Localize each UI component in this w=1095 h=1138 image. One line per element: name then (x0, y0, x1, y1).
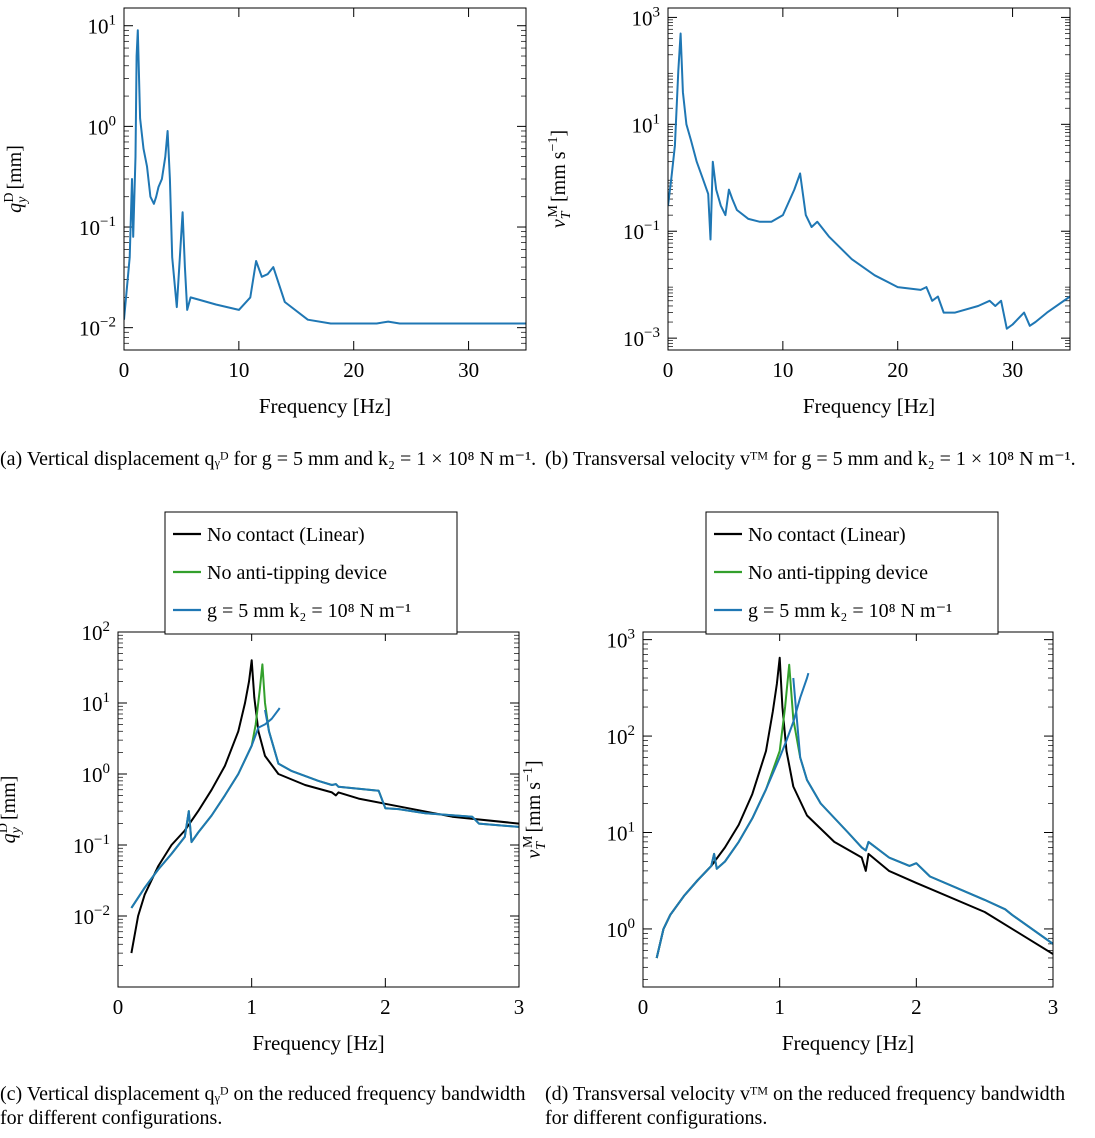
series-line-0 (124, 29, 526, 325)
y-tick-label: 10−2 (73, 903, 110, 929)
x-tick-label: 10 (772, 358, 793, 382)
series-line-1 (130, 663, 519, 909)
series-line-0 (655, 656, 1053, 959)
caption-d-text: (d) Transversal velocity vᵀᴹ on the redu… (545, 1083, 1066, 1129)
y-tick-label: 100 (82, 761, 111, 787)
y-tick-label: 101 (632, 111, 661, 137)
x-tick-label: 2 (911, 995, 922, 1019)
x-tick-label: 10 (228, 358, 249, 382)
x-tick-label: 1 (246, 995, 257, 1019)
chart-b: 10−3 10−1 101 103 0 10 20 30 Frequency [Hz] vTM[m… (546, 4, 1071, 418)
caption-b-text: (b) Transversal velocity vᵀᴹ for g = 5 m… (545, 448, 1076, 470)
x-axis-label: Frequency [Hz] (803, 394, 935, 418)
y-tick-label: 101 (88, 13, 117, 39)
x-tick-label: 0 (663, 358, 674, 382)
chart-d: 100 101 102 103 0 1 2 3 Frequency [Hz] vTM[mm s−1… (521, 627, 1058, 1055)
plot-frame (117, 631, 520, 988)
series-line-0 (668, 32, 1070, 330)
legend-d: No contact (Linear) No anti-tipping devic… (705, 511, 999, 635)
y-tick-label: 100 (607, 916, 636, 942)
series-line-2 (655, 672, 810, 959)
legend-label: No contact (Linear) (207, 524, 365, 546)
y-axis-label: qyD[mm] (2, 145, 30, 213)
caption-d: (d) Transversal velocity vᵀᴹ on the redu… (545, 1082, 1093, 1130)
y-tick-label: 10−1 (73, 832, 110, 858)
y-tick-label: 100 (88, 113, 117, 139)
y-tick-label: 10−2 (79, 315, 116, 341)
y-tick-label: 10−1 (79, 214, 116, 240)
x-tick-label: 0 (638, 995, 649, 1019)
x-axis-label: Frequency [Hz] (252, 1031, 384, 1055)
series-line-3 (792, 677, 1053, 945)
x-tick-label: 30 (1002, 358, 1023, 382)
caption-a-text: (a) Vertical displacement qᵧᴰ for g = 5 … (0, 448, 537, 470)
caption-c: (c) Vertical displacement qᵧᴰ on the red… (0, 1082, 540, 1130)
legend-label: g = 5 mm k₂ = 10⁸ N m⁻¹ (748, 600, 952, 622)
x-tick-label: 30 (458, 358, 479, 382)
y-tick-label: 10−3 (623, 325, 660, 351)
x-tick-label: 20 (887, 358, 908, 382)
x-tick-label: 0 (119, 358, 130, 382)
y-tick-label: 101 (82, 690, 111, 716)
caption-a: (a) Vertical displacement qᵧᴰ for g = 5 … (0, 447, 540, 471)
x-tick-label: 3 (514, 995, 525, 1019)
plot-frame (667, 7, 1071, 351)
legend-box (705, 511, 999, 635)
y-tick-label: 102 (607, 723, 636, 749)
legend-c: No contact (Linear) No anti-tipping devic… (164, 511, 458, 635)
series-line-1 (655, 663, 1053, 959)
caption-b: (b) Transversal velocity vᵀᴹ for g = 5 m… (545, 447, 1093, 471)
legend-label: No anti-tipping device (748, 562, 928, 584)
x-tick-label: 1 (774, 995, 785, 1019)
x-tick-label: 2 (380, 995, 391, 1019)
x-axis-label: Frequency [Hz] (259, 394, 391, 418)
y-axis-label: qyD[mm] (0, 776, 24, 844)
x-tick-label: 20 (343, 358, 364, 382)
x-axis-label: Frequency [Hz] (782, 1031, 914, 1055)
legend-label: No anti-tipping device (207, 562, 387, 584)
legend-label: g = 5 mm k₂ = 10⁸ N m⁻¹ (207, 600, 411, 622)
y-tick-label: 103 (607, 627, 636, 653)
y-tick-label: 103 (632, 4, 661, 30)
series-line-3 (264, 709, 519, 828)
plot-frame (123, 7, 527, 351)
x-tick-label: 0 (113, 995, 124, 1019)
x-tick-label: 3 (1048, 995, 1059, 1019)
series-line-0 (130, 659, 519, 954)
caption-c-text: (c) Vertical displacement qᵧᴰ on the red… (0, 1083, 526, 1129)
chart-c: 10−2 10−1 100 101 102 0 1 2 3 Frequency [Hz] qyD[m… (0, 619, 524, 1055)
y-axis-label: vTM[mm s−1] (546, 130, 574, 228)
legend-box (164, 511, 458, 635)
plot-frame (642, 631, 1054, 988)
y-tick-label: 101 (607, 820, 636, 846)
y-tick-label: 10−1 (623, 218, 660, 244)
legend-label: No contact (Linear) (748, 524, 906, 546)
y-tick-label: 102 (82, 619, 111, 645)
y-axis-label: vTM[mm s−1] (521, 760, 549, 858)
